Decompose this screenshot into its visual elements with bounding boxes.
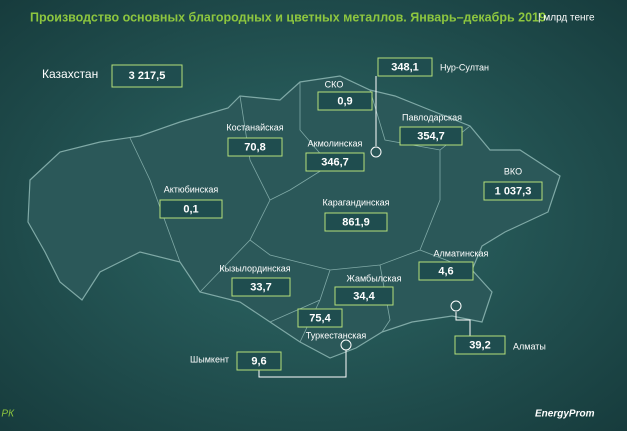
value-box xyxy=(227,137,283,157)
connector xyxy=(258,350,347,378)
region-name: СКО xyxy=(325,79,344,89)
region-value: 33,7 xyxy=(250,281,271,293)
region-value: 70,8 xyxy=(244,141,265,153)
city-marker xyxy=(340,339,352,351)
region-value: 4,6 xyxy=(438,265,453,277)
value-box xyxy=(324,212,388,232)
region-value: 34,4 xyxy=(353,290,375,302)
total-name: Казахстан xyxy=(42,67,98,81)
region-name: Шымкент xyxy=(190,354,229,364)
region-value: 346,7 xyxy=(321,156,349,168)
value-box xyxy=(334,286,394,306)
region-name: Жамбылская xyxy=(347,273,402,283)
region-name: ВКО xyxy=(504,166,522,176)
region-value: 39,2 xyxy=(469,339,490,351)
region-value: 348,1 xyxy=(391,61,419,73)
unit: | млрд тенге xyxy=(538,13,595,24)
region-value: 861,9 xyxy=(342,216,370,228)
value-box xyxy=(159,199,223,219)
region-value: 1 037,3 xyxy=(495,185,532,197)
title: Производство основных благородных и цвет… xyxy=(30,10,546,24)
city-marker xyxy=(450,300,462,312)
value-box xyxy=(454,335,506,355)
total-value: 3 217,5 xyxy=(129,70,166,82)
city-marker xyxy=(370,146,382,158)
value-box xyxy=(377,57,433,77)
value-box xyxy=(483,181,543,201)
region-name: Павлодарская xyxy=(402,112,462,122)
region-name: Акмолинская xyxy=(308,138,363,148)
connector xyxy=(455,312,471,336)
logo: EnergyProm xyxy=(535,409,595,420)
value-box xyxy=(231,277,291,297)
value-box xyxy=(111,64,183,88)
region-name: Карагандинская xyxy=(322,197,389,207)
source: Источник: КС МНЭ РК xyxy=(0,409,15,420)
region-name: Актюбинская xyxy=(164,184,219,194)
region-name: Туркестанская xyxy=(306,330,367,340)
value-box xyxy=(418,261,474,281)
value-box xyxy=(236,351,282,371)
region-value: 354,7 xyxy=(417,130,445,142)
region-value: 0,9 xyxy=(337,95,352,107)
region-value: 0,1 xyxy=(183,203,198,215)
region-name: Алматы xyxy=(513,341,546,351)
region-name: Костанайская xyxy=(226,122,283,132)
value-box xyxy=(399,126,463,146)
value-box xyxy=(305,152,365,172)
region-value: 9,6 xyxy=(251,355,266,367)
region-name: Алматинская xyxy=(434,248,489,258)
region-name: Нур-Султан xyxy=(440,62,489,72)
value-box xyxy=(317,91,373,111)
value-box xyxy=(297,308,343,328)
region-value: 75,4 xyxy=(309,312,331,324)
region-name: Кызылординская xyxy=(219,263,290,273)
country-outline xyxy=(27,75,561,359)
